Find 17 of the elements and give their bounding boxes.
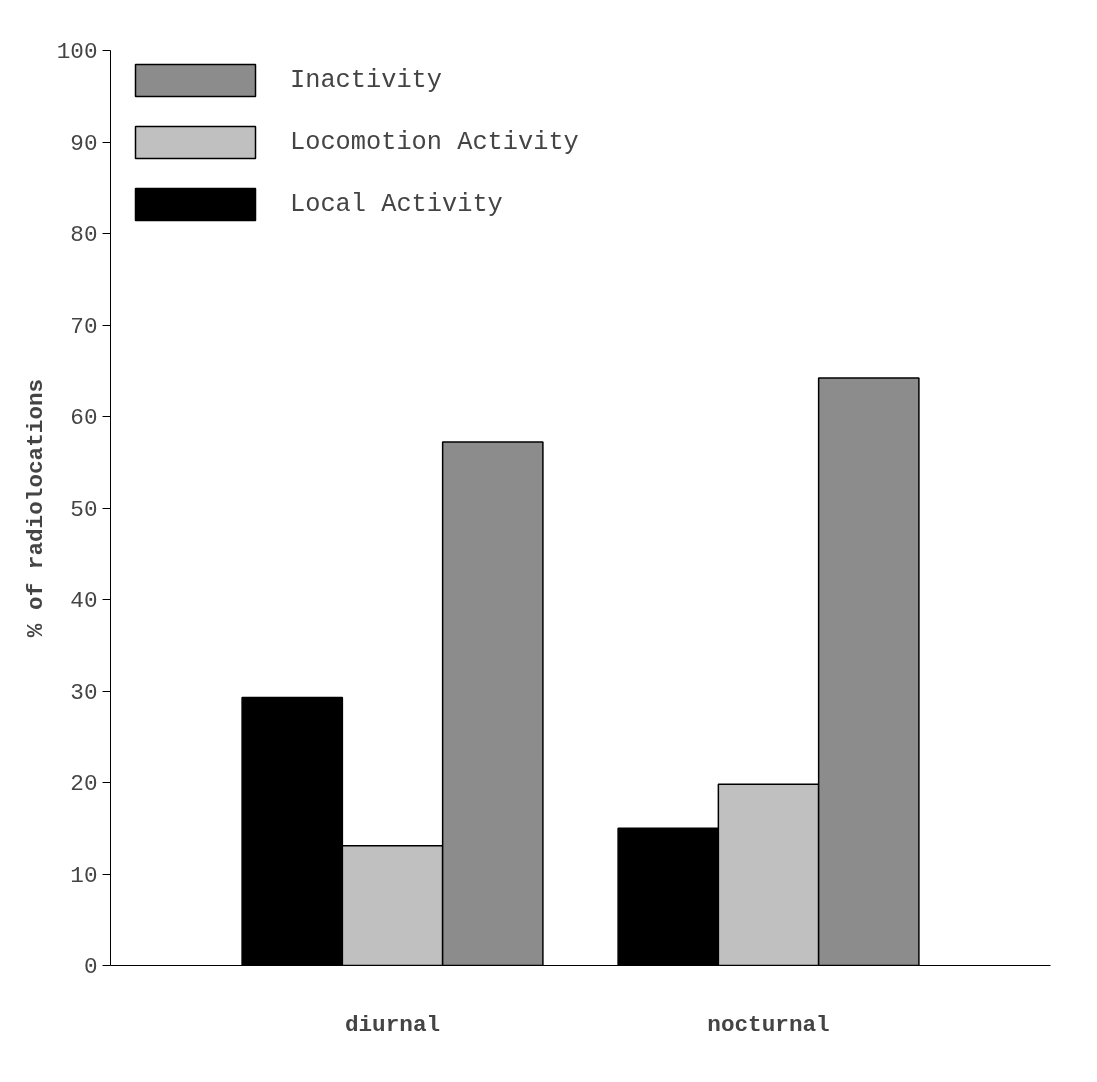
y-axis-title: % of radiolocations (22, 378, 49, 638)
legend-label: Locomotion Activity (290, 127, 579, 157)
legend-label: Local Activity (290, 189, 503, 219)
legend-label: Inactivity (290, 65, 442, 95)
y-tick-label: 70 (70, 313, 98, 340)
y-tick-label: 100 (56, 39, 98, 65)
y-tick-label: 60 (70, 405, 98, 431)
x-tick-label: diurnal (344, 1011, 441, 1038)
x-tick-label: nocturnal (707, 1011, 830, 1038)
y-tick-label: 90 (70, 130, 98, 157)
y-tick-label: 30 (70, 679, 98, 706)
y-tick-label: 20 (70, 771, 98, 797)
y-tick-label: 40 (70, 588, 98, 614)
y-tick-label: 80 (70, 222, 98, 248)
y-tick-label: 0 (83, 954, 98, 980)
y-tick-label: 10 (70, 862, 98, 889)
y-tick-label: 50 (70, 496, 98, 523)
